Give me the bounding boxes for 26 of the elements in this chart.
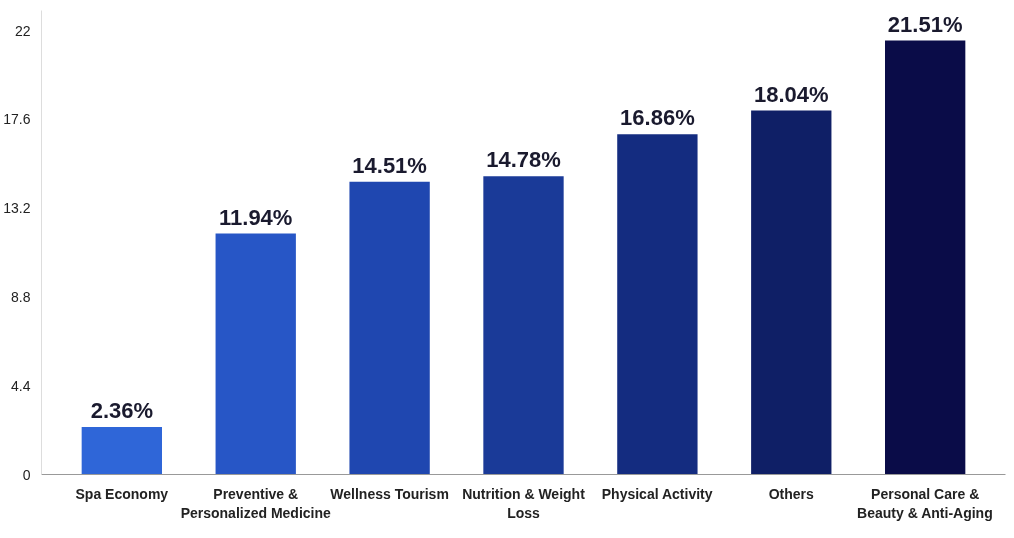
bar: [751, 110, 832, 475]
data-label: 2.36%: [90, 397, 154, 423]
data-label: 11.94%: [219, 204, 293, 230]
x-tick-label: Personal Care & Beauty & Anti-Aging: [857, 485, 993, 521]
data-label: 16.86%: [620, 105, 695, 131]
data-label: 21.51%: [887, 11, 963, 37]
y-tick-label: 8.8: [11, 288, 31, 305]
bar: [215, 233, 296, 475]
y-tick-label: 22: [14, 22, 31, 39]
bar: [885, 40, 966, 475]
x-tick-label: Spa Economy: [75, 485, 169, 502]
y-tick-label: 4.4: [11, 377, 31, 394]
bar: [483, 176, 564, 475]
bar: [81, 426, 162, 475]
y-tick-label: 17.6: [3, 111, 31, 128]
x-tick-label: Physical Activity: [601, 485, 713, 502]
data-label: 18.04%: [753, 81, 829, 107]
x-tick-label: Others: [768, 485, 815, 502]
x-tick-label: Wellness Tourism: [330, 485, 449, 502]
y-tick-label: 13.2: [3, 200, 31, 217]
bar: [349, 181, 430, 475]
x-tick-label: Nutrition & Weight Loss: [462, 485, 586, 521]
bar: [617, 134, 698, 475]
data-label: 14.78%: [486, 147, 561, 173]
data-label: 14.51%: [352, 152, 427, 178]
y-tick-label: 0: [22, 466, 31, 483]
